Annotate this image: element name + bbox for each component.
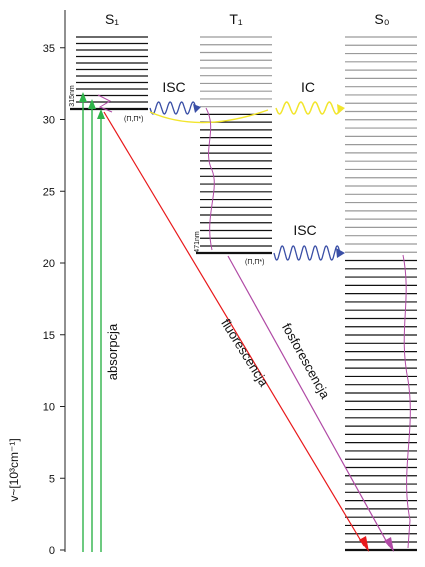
isc-wavy-arrow-bottom: [273, 245, 341, 261]
t1-levels: [196, 36, 272, 255]
absorption-arrowhead: [79, 92, 87, 102]
state-label-t1: T₁: [229, 11, 243, 27]
fluorescence-arrow: [103, 111, 365, 547]
t1-origin-label: (Π,Π*): [245, 259, 264, 266]
absorption-arrowhead: [88, 99, 96, 109]
s0-levels: [345, 36, 417, 552]
absorption-arrows: [79, 92, 105, 552]
axis-tick-label: 30: [43, 115, 55, 127]
phosphorescence-arrowhead: [384, 537, 394, 552]
t1-relaxation-squiggle: [205, 107, 215, 251]
isc-arrowhead-bottom: [336, 248, 345, 258]
phosphorescence-label: fosforescencja: [279, 321, 333, 402]
s1-relaxation-squiggle: [97, 94, 113, 113]
fluorescence-arrowhead: [359, 536, 369, 552]
s0-relaxation-squiggle: [402, 254, 411, 549]
axis-label: v~[10³cm⁻¹]: [7, 438, 21, 501]
isc-wavy-arrow-top: [149, 101, 197, 115]
s1-wavelength-label: 315nm: [69, 85, 76, 107]
axis-tick-label: 0: [49, 545, 55, 557]
state-label-s1: S₁: [105, 11, 119, 27]
ic-arrowhead: [337, 104, 345, 114]
absorption-arrowhead: [97, 109, 105, 119]
s1-origin-label: (Π,Π*): [124, 116, 143, 123]
isc-label-top: ISC: [162, 79, 185, 95]
axis-tick-label: 15: [43, 330, 55, 342]
axis-tick-label: 5: [49, 473, 55, 485]
state-label-s0: S₀: [374, 11, 389, 27]
phosphorescence-arrow: [227, 255, 390, 547]
fluorescence-label: fluorescencja: [218, 316, 272, 390]
ic-connector-curve: [149, 109, 269, 124]
ic-wavy-arrow: [275, 101, 341, 115]
isc-label-bottom: ISC: [293, 222, 316, 238]
axis-tick-label: 20: [43, 258, 55, 270]
axis-ticks: 0 5 10 15 20 25 30 35: [43, 43, 65, 557]
axis-tick-label: 25: [43, 186, 55, 198]
axis-tick-label: 35: [43, 43, 55, 55]
absorption-label: absorpcja: [105, 323, 120, 380]
axis-tick-label: 10: [43, 402, 55, 414]
ic-label: IC: [301, 79, 315, 95]
t1-wavelength-label: 471nm: [194, 231, 201, 253]
isc-arrowhead-top: [193, 104, 201, 113]
